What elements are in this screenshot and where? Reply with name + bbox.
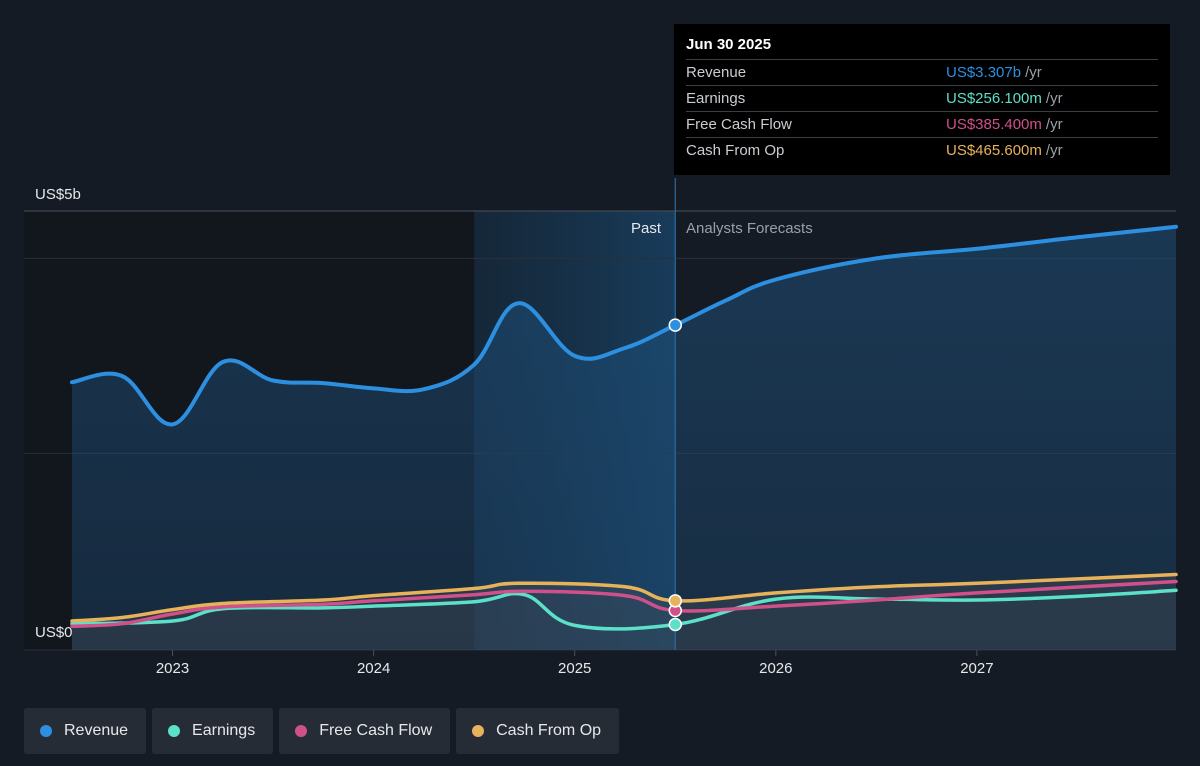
tooltip-unit: /yr — [1045, 116, 1063, 133]
legend: Revenue Earnings Free Cash Flow Cash Fro… — [24, 708, 620, 754]
legend-dot-icon — [168, 725, 181, 737]
tooltip-row-free-cash-flow: Free Cash Flow US$385.400m /yr — [686, 111, 1158, 137]
legend-label: Revenue — [64, 722, 129, 739]
tooltip-label: Cash From Op — [686, 142, 785, 159]
forecast-label: Analysts Forecasts — [686, 220, 813, 237]
marker-revenue — [668, 318, 683, 332]
legend-item-revenue[interactable]: Revenue — [24, 708, 147, 754]
tooltip-row-earnings: Earnings US$256.100m /yr — [686, 85, 1158, 111]
legend-label: Free Cash Flow — [319, 722, 433, 739]
tooltip-unit: /yr — [1045, 90, 1063, 107]
legend-dot-icon — [40, 725, 52, 737]
series-line-cash-from-op — [70, 572, 1178, 623]
tooltip-label: Earnings — [686, 90, 746, 107]
tooltip-unit: /yr — [1045, 142, 1063, 159]
legend-item-earnings[interactable]: Earnings — [152, 708, 274, 754]
tooltip-row-cash-from-op: Cash From Op US$465.600m /yr — [686, 137, 1158, 163]
legend-label: Earnings — [192, 722, 256, 739]
marker-cash-from-op — [668, 594, 683, 608]
y-label-bottom: US$0 — [35, 624, 73, 641]
tooltip: Jun 30 2025 Revenue US$3.307b /yr Earnin… — [674, 24, 1170, 175]
legend-item-cash-from-op[interactable]: Cash From Op — [456, 708, 620, 754]
marker-earnings — [668, 617, 683, 632]
tooltip-row-revenue: Revenue US$3.307b /yr — [686, 59, 1158, 85]
series-line-free-cash-flow — [70, 579, 1178, 629]
legend-dot-icon — [472, 725, 485, 737]
revenue-area — [72, 226, 1176, 651]
chart: US$5b US$0 Past Analysts Forecasts 2023 2… — [24, 178, 1178, 677]
x-tick-label: 2023 — [156, 660, 189, 677]
series-line-revenue — [70, 224, 1178, 427]
tooltip-label: Revenue — [686, 64, 747, 81]
y-label-top: US$5b — [35, 186, 81, 203]
tooltip-value: US$3.307b — [946, 64, 1022, 81]
legend-label: Cash From Op — [496, 722, 602, 739]
x-tick-label: 2025 — [558, 660, 591, 677]
tooltip-unit: /yr — [1025, 64, 1042, 81]
tooltip-value: US$256.100m — [946, 90, 1042, 107]
tooltip-value: US$385.400m — [946, 116, 1042, 133]
x-tick-label: 2024 — [357, 660, 390, 677]
past-label: Past — [631, 220, 662, 237]
x-tick-label: 2026 — [759, 660, 792, 677]
tooltip-label: Free Cash Flow — [686, 116, 792, 133]
x-tick-label: 2027 — [960, 660, 993, 677]
tooltip-value: US$465.600m — [946, 142, 1042, 159]
tooltip-date: Jun 30 2025 — [686, 36, 772, 53]
legend-item-free-cash-flow[interactable]: Free Cash Flow — [279, 708, 451, 754]
cashflow-area — [72, 574, 1176, 650]
legend-dot-icon — [295, 725, 308, 737]
